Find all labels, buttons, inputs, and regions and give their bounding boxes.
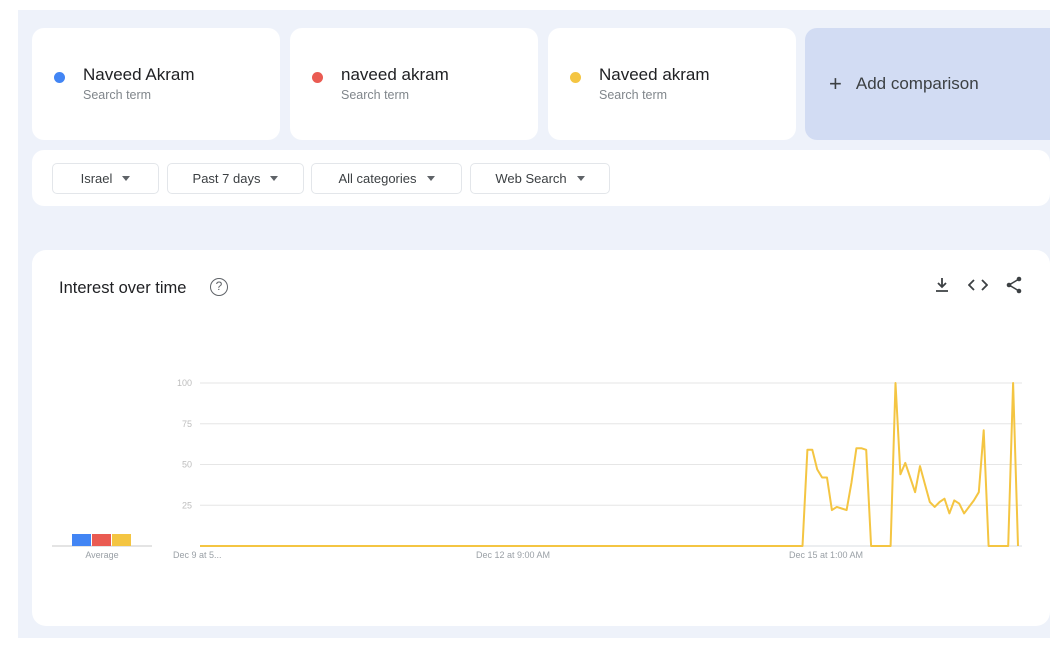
series-dot-icon bbox=[570, 72, 581, 83]
category-dropdown[interactable]: All categories bbox=[311, 163, 462, 194]
term-label: Naveed Akram bbox=[83, 65, 195, 84]
download-icon[interactable] bbox=[934, 276, 950, 299]
filter-bar: Israel Past 7 days All categories Web Se… bbox=[32, 150, 1050, 206]
caret-down-icon bbox=[122, 176, 131, 181]
dropdown-value: Israel bbox=[80, 171, 113, 186]
search-type-dropdown[interactable]: Web Search bbox=[470, 163, 610, 194]
caret-down-icon bbox=[270, 176, 279, 181]
dropdown-value: Web Search bbox=[495, 171, 567, 186]
term-type: Search term bbox=[599, 88, 668, 102]
chart-title: Interest over time bbox=[59, 279, 187, 297]
add-comparison-label: Add comparison bbox=[855, 74, 979, 93]
term-label: Naveed akram bbox=[599, 65, 710, 84]
term-type: Search term bbox=[83, 88, 152, 102]
share-icon[interactable] bbox=[1005, 276, 1023, 299]
term-type: Search term bbox=[341, 88, 410, 102]
dropdown-value: All categories bbox=[338, 171, 417, 186]
caret-down-icon bbox=[426, 176, 435, 181]
help-icon[interactable]: ? bbox=[210, 278, 228, 296]
region-dropdown[interactable]: Israel bbox=[52, 163, 159, 194]
chart-section: Interest over time ? bbox=[18, 228, 1050, 638]
series-dot-icon bbox=[54, 72, 65, 83]
interest-over-time-card: Interest over time ? bbox=[32, 250, 1050, 626]
plus-icon: + bbox=[829, 71, 842, 96]
add-comparison-button[interactable]: + Add comparison bbox=[805, 28, 1050, 140]
term-card-3[interactable]: Naveed akram Search term bbox=[548, 28, 796, 140]
term-card-1[interactable]: Naveed Akram Search term bbox=[32, 28, 280, 140]
embed-icon[interactable] bbox=[967, 276, 989, 299]
caret-down-icon bbox=[576, 176, 585, 181]
time-range-dropdown[interactable]: Past 7 days bbox=[167, 163, 304, 194]
dropdown-value: Past 7 days bbox=[192, 171, 261, 186]
term-label: naveed akram bbox=[341, 65, 449, 84]
comparison-panel: Naveed Akram Search term naveed akram Se… bbox=[18, 10, 1050, 228]
term-card-2[interactable]: naveed akram Search term bbox=[290, 28, 538, 140]
series-dot-icon bbox=[312, 72, 323, 83]
